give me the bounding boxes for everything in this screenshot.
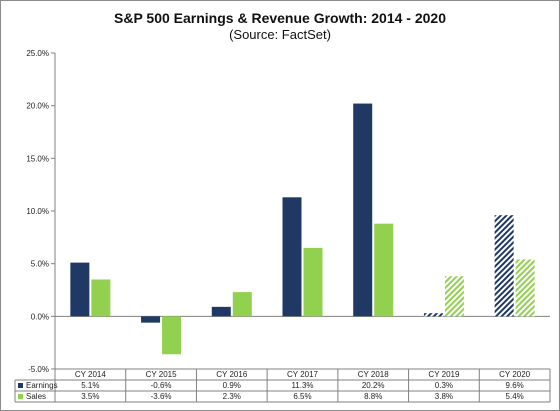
bar-sales bbox=[515, 259, 535, 317]
data-label-earnings: 0.3% bbox=[435, 381, 453, 390]
bar-earnings bbox=[423, 313, 443, 317]
y-tick-label: 10.0% bbox=[26, 207, 49, 216]
legend-key-sales bbox=[18, 394, 23, 399]
y-tick-label: -5.0% bbox=[28, 365, 49, 374]
bar-earnings bbox=[282, 197, 302, 317]
y-tick-label: 20.0% bbox=[26, 102, 49, 111]
y-tick-label: 5.0% bbox=[31, 260, 49, 269]
data-label-earnings: 11.3% bbox=[291, 381, 313, 390]
category-label: CY 2014 bbox=[75, 370, 107, 379]
data-label-sales: 5.4% bbox=[506, 392, 524, 401]
data-label-earnings: -0.6% bbox=[151, 381, 172, 390]
bar-sales bbox=[303, 247, 323, 317]
data-label-sales: -3.6% bbox=[151, 392, 172, 401]
category-label: CY 2018 bbox=[358, 370, 390, 379]
bar-earnings bbox=[141, 316, 161, 323]
legend-label-sales: Sales bbox=[26, 392, 46, 401]
y-tick-label: 0.0% bbox=[31, 312, 49, 321]
chart-subtitle: (Source: FactSet) bbox=[229, 27, 331, 42]
bar-sales bbox=[374, 223, 394, 317]
bar-sales bbox=[444, 276, 464, 317]
category-label: CY 2019 bbox=[428, 370, 460, 379]
bar-earnings bbox=[353, 103, 373, 317]
data-label-sales: 3.8% bbox=[435, 392, 453, 401]
category-label: CY 2020 bbox=[499, 370, 531, 379]
y-tick-label: 15.0% bbox=[26, 154, 49, 163]
data-label-sales: 2.3% bbox=[223, 392, 241, 401]
data-label-earnings: 9.6% bbox=[506, 381, 524, 390]
chart-title: S&P 500 Earnings & Revenue Growth: 2014 … bbox=[114, 10, 446, 26]
category-label: CY 2017 bbox=[287, 370, 319, 379]
bar-sales bbox=[232, 292, 252, 317]
bar-sales bbox=[162, 316, 182, 355]
data-label-sales: 8.8% bbox=[364, 392, 382, 401]
data-label-sales: 6.5% bbox=[293, 392, 311, 401]
y-tick-label: 25.0% bbox=[26, 49, 49, 58]
bar-sales bbox=[91, 279, 111, 317]
data-label-earnings: 5.1% bbox=[81, 381, 99, 390]
legend-label-earnings: Earnings bbox=[26, 381, 58, 390]
bar-earnings bbox=[70, 262, 90, 317]
data-label-earnings: 20.2% bbox=[362, 381, 385, 390]
data-label-sales: 3.5% bbox=[81, 392, 99, 401]
category-label: CY 2016 bbox=[216, 370, 248, 379]
bar-earnings bbox=[211, 306, 231, 317]
data-label-earnings: 0.9% bbox=[223, 381, 241, 390]
legend-key-earnings bbox=[18, 383, 23, 388]
bar-earnings bbox=[494, 215, 514, 317]
category-label: CY 2015 bbox=[146, 370, 178, 379]
